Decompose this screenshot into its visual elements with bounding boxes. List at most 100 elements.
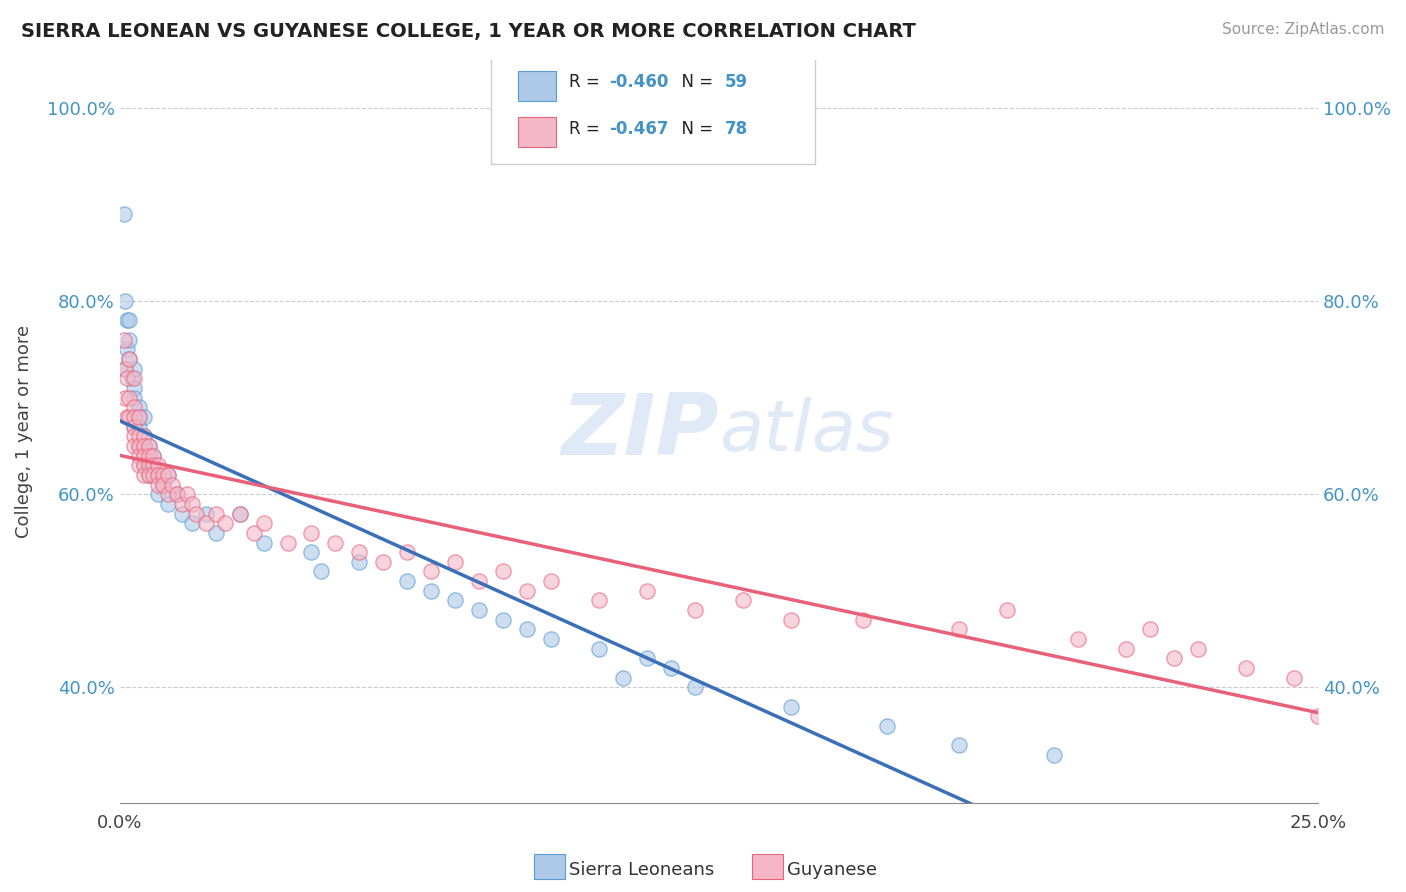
Point [170, 497, 193, 511]
Point [1234, 661, 1257, 675]
Point [112, 207, 135, 221]
Point [138, 467, 160, 482]
Point [588, 593, 610, 607]
Point [683, 681, 706, 695]
Text: 59: 59 [725, 73, 748, 91]
Point [128, 409, 150, 424]
Point [114, 361, 136, 376]
Point [118, 333, 141, 347]
Point [396, 545, 419, 559]
Text: ZIP: ZIP [561, 390, 718, 473]
Point [138, 458, 160, 473]
Point [156, 467, 179, 482]
Text: 78: 78 [725, 120, 748, 138]
Point [128, 439, 150, 453]
Point [540, 632, 562, 646]
Point [132, 449, 155, 463]
Point [115, 313, 138, 327]
Point [156, 487, 179, 501]
Point [166, 487, 188, 501]
Point [948, 623, 970, 637]
Point [121, 371, 143, 385]
Point [132, 409, 155, 424]
Point [128, 439, 150, 453]
Point [122, 401, 145, 415]
Point [146, 458, 169, 473]
Point [444, 555, 467, 569]
Point [128, 401, 150, 415]
Point [138, 458, 160, 473]
Point [142, 458, 165, 473]
Point [146, 477, 169, 491]
Point [118, 409, 141, 424]
Point [492, 613, 515, 627]
Point [122, 409, 145, 424]
Point [156, 497, 179, 511]
Text: R =: R = [569, 73, 605, 91]
Point [114, 294, 136, 309]
Point [142, 449, 165, 463]
Text: N =: N = [671, 120, 718, 138]
Point [214, 516, 236, 531]
Point [779, 699, 801, 714]
Point [852, 613, 875, 627]
Point [492, 565, 515, 579]
Point [1187, 641, 1209, 656]
Bar [517, 117, 555, 146]
Text: Source: ZipAtlas.com: Source: ZipAtlas.com [1222, 22, 1385, 37]
Point [1115, 641, 1137, 656]
Point [122, 439, 145, 453]
Point [146, 467, 169, 482]
Point [228, 507, 250, 521]
Y-axis label: College, 1 year or more: College, 1 year or more [15, 325, 32, 538]
Point [138, 439, 160, 453]
Text: SIERRA LEONEAN VS GUYANESE COLLEGE, 1 YEAR OR MORE CORRELATION CHART: SIERRA LEONEAN VS GUYANESE COLLEGE, 1 YE… [21, 22, 915, 41]
Point [162, 477, 184, 491]
Point [180, 516, 202, 531]
Point [204, 507, 226, 521]
Point [995, 603, 1018, 617]
Point [186, 507, 208, 521]
Point [132, 439, 155, 453]
Point [588, 641, 610, 656]
Point [114, 391, 136, 405]
Point [309, 565, 332, 579]
Point [1139, 623, 1161, 637]
Point [132, 467, 155, 482]
Text: N =: N = [671, 73, 718, 91]
Point [142, 467, 165, 482]
Text: Sierra Leoneans: Sierra Leoneans [569, 861, 714, 879]
Point [325, 535, 347, 549]
Point [468, 603, 491, 617]
Point [1308, 709, 1330, 723]
Point [396, 574, 419, 589]
Point [420, 583, 443, 598]
Point [115, 371, 138, 385]
Point [252, 516, 274, 531]
Point [152, 477, 174, 491]
Point [516, 583, 538, 598]
Point [152, 467, 174, 482]
Point [1282, 671, 1305, 685]
Point [156, 467, 179, 482]
Point [152, 477, 174, 491]
Point [122, 409, 145, 424]
Point [779, 613, 801, 627]
Text: -0.467: -0.467 [609, 120, 668, 138]
Point [204, 525, 226, 540]
Point [636, 583, 658, 598]
Point [166, 487, 188, 501]
Point [301, 545, 323, 559]
Point [659, 661, 682, 675]
Text: Guyanese: Guyanese [787, 861, 877, 879]
Point [132, 439, 155, 453]
Point [373, 555, 395, 569]
Point [128, 429, 150, 443]
Point [128, 458, 150, 473]
Point [132, 449, 155, 463]
Point [349, 555, 371, 569]
Point [420, 565, 443, 579]
Point [118, 313, 141, 327]
Point [636, 651, 658, 665]
Point [444, 593, 467, 607]
